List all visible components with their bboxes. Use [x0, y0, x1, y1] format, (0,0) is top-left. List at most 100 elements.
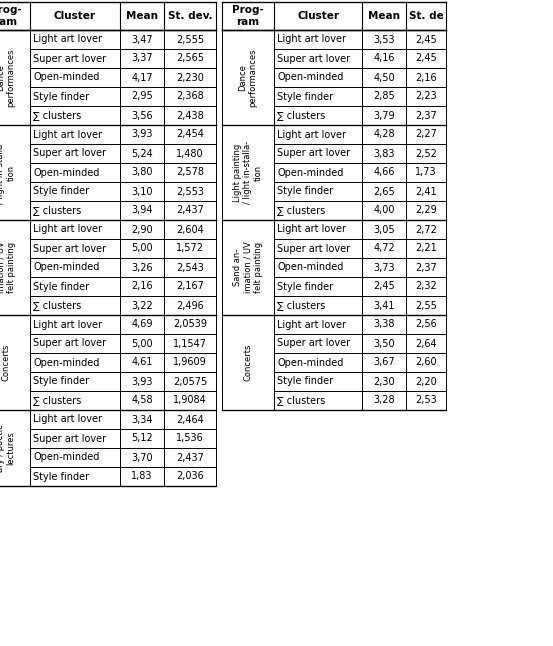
Text: 2,464: 2,464 — [176, 415, 204, 424]
Text: 2,20: 2,20 — [415, 377, 437, 386]
Text: Light art lover: Light art lover — [33, 225, 102, 234]
Text: Super art lover: Super art lover — [33, 54, 106, 63]
Text: Style finder: Style finder — [277, 377, 333, 386]
Text: 3,56: 3,56 — [131, 110, 153, 121]
Text: Super art lover: Super art lover — [277, 339, 350, 348]
Text: 4,28: 4,28 — [373, 129, 395, 140]
Text: Cluster: Cluster — [297, 11, 339, 21]
Text: Light painting
/ light in-stalla-
tion: Light painting / light in-stalla- tion — [233, 141, 263, 204]
Text: 3,94: 3,94 — [131, 205, 153, 216]
Text: 2,32: 2,32 — [415, 282, 437, 291]
Text: Light art lover: Light art lover — [33, 415, 102, 424]
Text: 4,61: 4,61 — [131, 357, 153, 368]
Text: Light art lover: Light art lover — [33, 34, 102, 45]
Text: ary / poetic
lectures: ary / poetic lectures — [0, 424, 15, 472]
Text: 4,17: 4,17 — [131, 72, 153, 83]
Text: 2,230: 2,230 — [176, 72, 204, 83]
Text: 2,30: 2,30 — [373, 377, 395, 386]
Text: 1,73: 1,73 — [415, 167, 437, 178]
Text: 3,73: 3,73 — [373, 262, 395, 273]
Text: 2,437: 2,437 — [176, 452, 204, 463]
Text: ∑ clusters: ∑ clusters — [33, 110, 81, 121]
Text: 2,41: 2,41 — [415, 187, 437, 196]
Text: 3,05: 3,05 — [373, 225, 395, 234]
Text: Prog-
ram: Prog- ram — [0, 5, 22, 26]
Text: 2,437: 2,437 — [176, 205, 204, 216]
Text: 2,65: 2,65 — [373, 187, 395, 196]
Text: 2,368: 2,368 — [176, 92, 204, 101]
Text: Light art lover: Light art lover — [277, 320, 346, 329]
Text: 3,50: 3,50 — [373, 339, 395, 348]
Text: 1,9609: 1,9609 — [173, 357, 207, 368]
Text: 5,24: 5,24 — [131, 149, 153, 158]
Text: imation / UV
felt painting: imation / UV felt painting — [0, 242, 15, 293]
Text: 3,34: 3,34 — [131, 415, 153, 424]
Text: 2,553: 2,553 — [176, 187, 204, 196]
Text: 2,555: 2,555 — [176, 34, 204, 45]
Text: 2,52: 2,52 — [415, 149, 437, 158]
Text: 2,37: 2,37 — [415, 262, 437, 273]
Text: Open-minded: Open-minded — [33, 452, 100, 463]
Text: 2,167: 2,167 — [176, 282, 204, 291]
Text: 3,37: 3,37 — [131, 54, 153, 63]
Text: 2,21: 2,21 — [415, 244, 437, 253]
Text: 3,53: 3,53 — [373, 34, 395, 45]
Text: 4,58: 4,58 — [131, 395, 153, 406]
Text: Open-minded: Open-minded — [277, 72, 343, 83]
Text: Super art lover: Super art lover — [277, 149, 350, 158]
Text: 2,0575: 2,0575 — [173, 377, 207, 386]
Text: 3,41: 3,41 — [373, 300, 395, 311]
Text: 3,70: 3,70 — [131, 452, 153, 463]
Text: Open-minded: Open-minded — [277, 357, 343, 368]
Text: Light art lover: Light art lover — [277, 34, 346, 45]
Text: 2,95: 2,95 — [131, 92, 153, 101]
Text: Light art lover: Light art lover — [33, 320, 102, 329]
Text: Style finder: Style finder — [33, 472, 89, 481]
Text: 2,60: 2,60 — [415, 357, 437, 368]
Text: Prog-
ram: Prog- ram — [232, 5, 264, 26]
Text: ∑ clusters: ∑ clusters — [33, 205, 81, 216]
Text: ∑ clusters: ∑ clusters — [277, 110, 325, 121]
Text: 4,50: 4,50 — [373, 72, 395, 83]
Text: 2,90: 2,90 — [131, 225, 153, 234]
Text: 5,00: 5,00 — [131, 244, 153, 253]
Text: 2,37: 2,37 — [415, 110, 437, 121]
Text: 2,543: 2,543 — [176, 262, 204, 273]
Text: 2,55: 2,55 — [415, 300, 437, 311]
Text: ∑ clusters: ∑ clusters — [277, 300, 325, 311]
Text: Open-minded: Open-minded — [277, 262, 343, 273]
Text: 5,00: 5,00 — [131, 339, 153, 348]
Text: Super art lover: Super art lover — [277, 54, 350, 63]
Text: Sand an-
imation / UV
felt painting: Sand an- imation / UV felt painting — [233, 242, 263, 293]
Text: 2,036: 2,036 — [176, 472, 204, 481]
Text: 1,83: 1,83 — [131, 472, 153, 481]
Text: 2,23: 2,23 — [415, 92, 437, 101]
Text: Super art lover: Super art lover — [33, 244, 106, 253]
Text: 1,536: 1,536 — [176, 433, 204, 444]
Text: Style finder: Style finder — [277, 92, 333, 101]
Text: ∑ clusters: ∑ clusters — [33, 395, 81, 406]
Text: 4,16: 4,16 — [373, 54, 395, 63]
Text: 2,53: 2,53 — [415, 395, 437, 406]
Text: 2,578: 2,578 — [176, 167, 204, 178]
Text: Light art lover: Light art lover — [277, 129, 346, 140]
Text: Open-minded: Open-minded — [33, 167, 100, 178]
Text: Style finder: Style finder — [33, 282, 89, 291]
Text: Dance
performances: Dance performances — [238, 48, 258, 107]
Text: 3,47: 3,47 — [131, 34, 153, 45]
Text: / light in-stalla-
tion: / light in-stalla- tion — [0, 141, 15, 204]
Text: Concerts: Concerts — [243, 344, 253, 381]
Text: 2,56: 2,56 — [415, 320, 437, 329]
Text: 2,604: 2,604 — [176, 225, 204, 234]
Text: Super art lover: Super art lover — [33, 339, 106, 348]
Text: Style finder: Style finder — [277, 282, 333, 291]
Text: Dance
performances: Dance performances — [0, 48, 15, 107]
Text: 3,80: 3,80 — [131, 167, 153, 178]
Text: 2,85: 2,85 — [373, 92, 395, 101]
Text: 2,438: 2,438 — [176, 110, 204, 121]
Text: 3,28: 3,28 — [373, 395, 395, 406]
Text: Super art lover: Super art lover — [33, 149, 106, 158]
Text: 3,26: 3,26 — [131, 262, 153, 273]
Text: Mean: Mean — [368, 11, 400, 21]
Text: ∑ clusters: ∑ clusters — [277, 205, 325, 216]
